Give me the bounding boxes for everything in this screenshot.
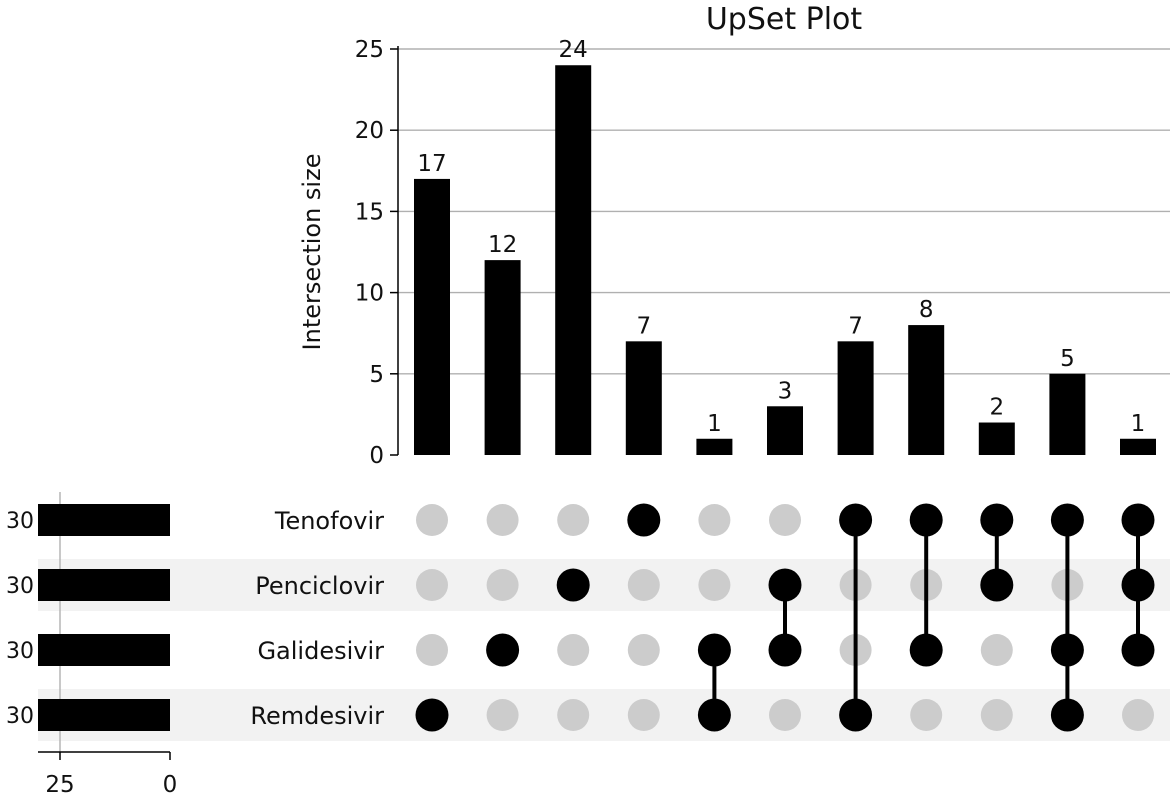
intersection-bar <box>625 341 662 455</box>
y-tick-label: 5 <box>369 362 384 388</box>
set-name-label: Galidesivir <box>257 637 384 665</box>
intersection-bar <box>1120 438 1156 455</box>
matrix-dot-inactive <box>769 504 801 536</box>
set-name-label: Penciclovir <box>255 572 384 600</box>
matrix-dot-active <box>1121 503 1155 537</box>
set-size-bar <box>38 699 170 731</box>
set-name-label: Tenofovir <box>274 507 384 535</box>
matrix-dot-active <box>839 698 873 732</box>
matrix-dot-active <box>1050 633 1084 667</box>
matrix-dot-inactive <box>980 634 1013 666</box>
intersection-bar <box>555 65 592 456</box>
matrix-dot-inactive <box>557 699 590 731</box>
bar-value-label: 1 <box>1131 411 1146 437</box>
bar-value-label: 12 <box>488 232 517 258</box>
intersection-bar <box>908 325 945 455</box>
bar-value-label: 8 <box>919 297 934 323</box>
matrix-dot-active <box>839 503 873 537</box>
bar-value-label: 3 <box>778 378 793 404</box>
set-size-tick-label: 25 <box>45 772 74 798</box>
matrix-dot-active <box>627 503 661 537</box>
matrix-dot-inactive <box>416 504 448 536</box>
matrix-dot-inactive <box>486 504 519 536</box>
set-size-label: 30 <box>6 574 34 599</box>
matrix-dot-active <box>768 568 802 602</box>
matrix-dot-inactive <box>698 504 731 536</box>
set-name-label: Remdesivir <box>250 702 384 730</box>
matrix-dot-inactive <box>416 569 448 601</box>
matrix-dot-inactive <box>769 699 801 731</box>
intersection-bar <box>767 406 803 455</box>
set-size-label: 30 <box>6 639 34 664</box>
set-size-bar <box>38 504 170 536</box>
y-tick-label: 0 <box>369 443 384 469</box>
intersection-bar <box>837 341 874 455</box>
set-size-tick-label: 0 <box>163 772 178 798</box>
y-tick-label: 15 <box>355 199 384 225</box>
matrix-dot-inactive <box>698 569 731 601</box>
matrix-dot-active <box>768 633 802 667</box>
bar-value-label: 5 <box>1060 346 1075 372</box>
matrix-dot-inactive <box>980 699 1013 731</box>
chart-title: UpSet Plot <box>706 2 863 37</box>
matrix-dot-inactive <box>486 699 519 731</box>
intersection-bar <box>1049 373 1086 455</box>
set-size-label: 30 <box>6 704 34 729</box>
intersection-bar <box>484 260 521 455</box>
matrix-dot-inactive <box>910 699 943 731</box>
set-size-label: 30 <box>6 509 34 534</box>
bar-value-label: 7 <box>848 313 863 339</box>
matrix-dot-active <box>980 503 1014 537</box>
matrix-dot-active <box>909 633 943 667</box>
bar-value-label: 17 <box>417 151 446 177</box>
matrix-dot-active <box>415 698 449 732</box>
matrix-dot-active <box>556 568 590 602</box>
intersection-bar <box>978 422 1015 455</box>
matrix-dot-active <box>697 633 731 667</box>
matrix-dot-inactive <box>486 569 519 601</box>
matrix-dot-active <box>1050 503 1084 537</box>
y-tick-label: 20 <box>355 118 384 144</box>
matrix-dot-inactive <box>1122 699 1154 731</box>
y-axis-label: Intersection size <box>298 154 326 351</box>
y-tick-label: 25 <box>355 37 384 63</box>
matrix-dot-inactive <box>557 634 590 666</box>
intersection-bar <box>696 438 733 455</box>
matrix-dot-active <box>909 503 943 537</box>
matrix-dot-active <box>486 633 520 667</box>
matrix-dot-active <box>1121 633 1155 667</box>
matrix-dot-inactive <box>627 569 660 601</box>
matrix-dot-inactive <box>627 699 660 731</box>
matrix-dot-active <box>1121 568 1155 602</box>
bar-value-label: 7 <box>636 313 651 339</box>
set-size-bar <box>38 569 170 601</box>
matrix-dot-inactive <box>627 634 660 666</box>
set-size-bar <box>38 634 170 666</box>
bar-value-label: 2 <box>989 395 1004 421</box>
bar-value-label: 1 <box>707 411 722 437</box>
matrix-dot-inactive <box>416 634 448 666</box>
y-tick-label: 10 <box>355 281 384 307</box>
intersection-bar <box>414 178 450 456</box>
matrix-dot-active <box>1050 698 1084 732</box>
matrix-dot-active <box>980 568 1014 602</box>
bar-value-label: 24 <box>559 37 588 63</box>
matrix-dot-active <box>697 698 731 732</box>
matrix-dot-inactive <box>557 504 590 536</box>
